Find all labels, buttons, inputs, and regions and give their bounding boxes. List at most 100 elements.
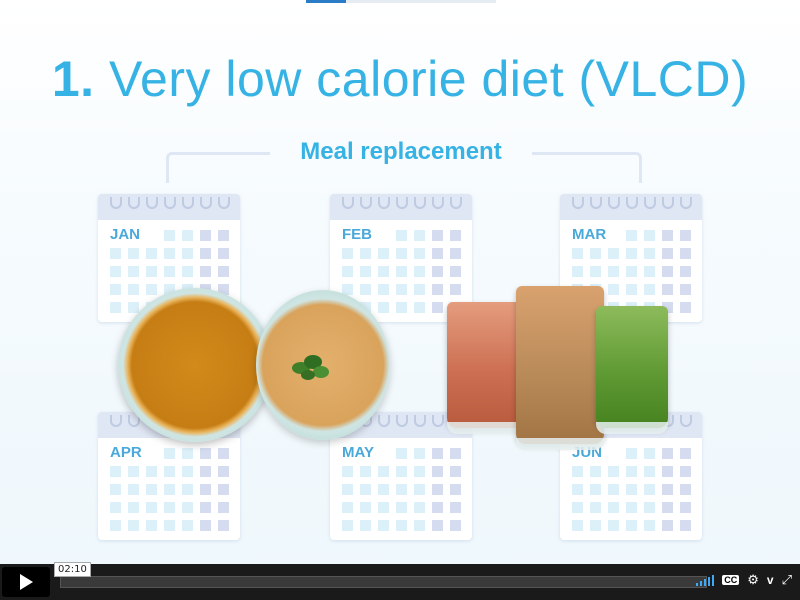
calendar-day-cell [450,520,461,531]
calendar-day-cell [110,520,121,531]
calendar-day-cell [590,466,601,477]
calendar-day-cell [450,266,461,277]
calendar-day-cell [450,466,461,477]
calendar-day-cell [414,520,425,531]
calendar-day-cell [572,266,583,277]
calendar-day-cell [680,302,691,313]
calendar-day-cell [128,448,139,459]
calendar-day-cell [164,484,175,495]
calendar-day-cell [164,448,175,459]
calendar-day-cell [146,230,157,241]
cc-icon[interactable]: CC [722,575,740,585]
calendar-day-cell [572,502,583,513]
calendar-day-cell [644,248,655,259]
calendar-day-cell [608,230,619,241]
calendar-day-cell [342,284,353,295]
calendar-day-cell [608,248,619,259]
calendar-day-cell [450,284,461,295]
calendar-day-cell [342,466,353,477]
calendar-day-cell [200,230,211,241]
calendar-month-label: APR [110,444,142,461]
calendar-day-cell [378,248,389,259]
calendar-day-cell [218,284,229,295]
calendar-ring [608,197,620,209]
calendar-ring [378,197,390,209]
calendar-day-cell [360,502,371,513]
calendar-day-cell [662,520,673,531]
calendar-day-cell [360,448,371,459]
calendar-day-cell [164,520,175,531]
calendar-day-cell [146,448,157,459]
smoothie-glass-image [596,306,668,434]
settings-icon[interactable]: ⚙ [747,572,759,587]
calendar-day-cell [164,230,175,241]
calendar-day-cell [128,520,139,531]
calendar-day-cell [644,284,655,295]
calendar-day-cell [396,302,407,313]
calendar-day-cell [182,230,193,241]
calendar-day-cell [128,466,139,477]
calendar-day-cell [200,466,211,477]
calendar-ring [396,197,408,209]
calendar-day-cell [200,520,211,531]
calendar-ring [414,197,426,209]
calendar-day-cell [626,466,637,477]
calendar-day-cell [164,466,175,477]
calendar-day-cell [218,248,229,259]
calendar-day-cell [342,248,353,259]
calendar-day-cell [662,484,673,495]
calendar-day-cell [146,248,157,259]
calendar-day-cell [644,266,655,277]
calendar-day-cell [414,248,425,259]
calendar-day-cell [146,466,157,477]
player-controls: CC ⚙ v ⤢ [696,572,792,587]
calendar-ring [626,197,638,209]
calendar-ring [680,197,692,209]
calendar-day-cell [662,266,673,277]
calendar-day-cell [414,484,425,495]
calendar-ring [360,197,372,209]
calendar-day-cell [608,448,619,459]
calendar-day-cell [146,484,157,495]
calendar-header [98,194,240,220]
calendar-day-cell [396,484,407,495]
calendar-day-cell [662,466,673,477]
calendar-day-cell [146,284,157,295]
calendar-day-cell [396,502,407,513]
calendar-day-cell [450,502,461,513]
calendar-day-cell [128,284,139,295]
calendar-day-cell [572,520,583,531]
calendar-ring [572,197,584,209]
calendar-day-cell [432,266,443,277]
calendar-day-cell [414,448,425,459]
fullscreen-icon[interactable]: ⤢ [781,572,792,587]
calendar-day-cell [662,284,673,295]
calendar-day-cell [128,266,139,277]
calendar-day-cell [396,284,407,295]
calendar-day-cell [680,484,691,495]
calendar-day-cell [146,520,157,531]
calendar-day-cell [572,466,583,477]
play-button[interactable] [2,567,50,597]
calendar-ring [146,197,158,209]
progress-bar[interactable] [60,576,707,588]
calendar-day-cell [110,302,121,313]
calendar-day-cell [110,248,121,259]
calendar-day-cell [608,466,619,477]
calendar-ring [218,197,230,209]
calendar-ring [128,415,140,427]
calendar-day-cell [432,230,443,241]
calendar-day-cell [128,302,139,313]
calendar-day-cell [110,230,121,241]
calendar-day-cell [644,466,655,477]
calendar-day-cell [450,448,461,459]
volume-icon[interactable] [696,574,715,586]
smoothie-glass-image [447,302,523,434]
calendar-day-cell [200,484,211,495]
calendar-day-cell [662,248,673,259]
calendar-day-cell [164,502,175,513]
calendar-day-cell [164,266,175,277]
vimeo-icon[interactable]: v [766,573,774,587]
calendar-day-cell [626,448,637,459]
calendar-day-cell [396,466,407,477]
